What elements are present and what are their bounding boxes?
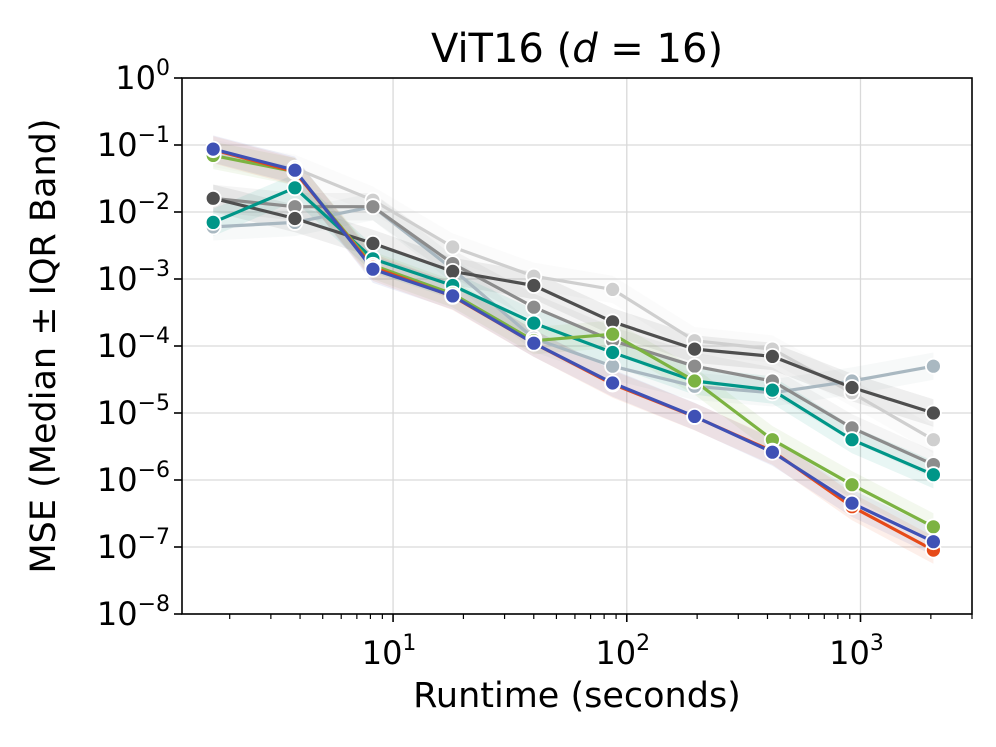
series-line-dark-gray (212, 196, 934, 415)
marker-dark-gray (843, 379, 861, 396)
y-axis-label: MSE (Median ± IQR Band) (24, 118, 64, 573)
y-tick-label: 10−4 (97, 324, 170, 365)
y-tick-label: 10−6 (97, 458, 170, 499)
marker-green (925, 518, 942, 536)
iqr-band-red (213, 136, 934, 564)
series-line-indigo (212, 147, 935, 544)
marker-dark-gray (686, 340, 703, 358)
marker-teal (604, 344, 621, 361)
y-tick-label: 10−7 (97, 525, 170, 566)
iqr-band-teal (213, 174, 934, 489)
y-tick-label: 10−8 (97, 592, 170, 633)
x-ticks: 101 102 103 (229, 614, 973, 672)
iqr-band-light-gray (213, 139, 934, 454)
iqr-band-indigo (213, 135, 934, 556)
marker-teal (204, 213, 222, 231)
marker-indigo (604, 374, 621, 392)
series-line-mid-gray (213, 196, 935, 467)
marker-teal (843, 431, 861, 449)
marker-light-gray (444, 238, 462, 256)
series-markers (204, 140, 942, 559)
marker-indigo (686, 407, 703, 425)
marker-mid-gray (525, 298, 543, 316)
iqr-band-green (213, 141, 934, 541)
marker-teal (925, 466, 942, 484)
marker-dark-gray (764, 347, 781, 365)
marker-teal (286, 179, 304, 197)
y-tick-label: 10−5 (97, 391, 170, 432)
marker-dark-gray (204, 189, 222, 207)
marker-light-gray (925, 431, 942, 449)
marker-indigo (444, 287, 462, 305)
marker-dark-gray (444, 262, 462, 280)
x-tick-label: 101 (362, 631, 417, 672)
marker-indigo (204, 140, 222, 158)
marker-dark-gray (286, 210, 304, 227)
marker-mid-gray (364, 198, 382, 216)
iqr-band-dark-gray (213, 184, 934, 427)
marker-green (843, 476, 861, 494)
series-lines (212, 147, 935, 552)
marker-indigo (525, 334, 543, 352)
iqr-band-mid-gray (213, 184, 934, 479)
y-tick-label: 10−1 (97, 123, 170, 164)
marker-slate (604, 357, 621, 375)
x-tick-label: 103 (829, 631, 884, 672)
y-ticks: 100 10−1 10−2 10−3 10−4 10−5 10−6 10−7 10−8 (97, 56, 182, 633)
chart-title: ViT16 (d = 16) (431, 26, 723, 72)
iqr-bands (213, 135, 934, 564)
marker-light-gray (604, 280, 621, 298)
y-tick-label: 100 (115, 56, 170, 97)
marker-indigo (286, 161, 304, 179)
marker-indigo (364, 260, 382, 278)
marker-indigo (843, 494, 861, 512)
marker-teal (764, 381, 781, 399)
y-tick-label: 10−3 (97, 257, 170, 298)
marker-teal (525, 314, 543, 332)
y-tick-label: 10−2 (97, 190, 170, 231)
marker-dark-gray (925, 404, 942, 422)
marker-indigo (764, 443, 781, 461)
marker-green (686, 372, 703, 390)
marker-dark-gray (364, 234, 382, 252)
x-tick-label: 102 (595, 631, 650, 672)
series-line-slate (213, 205, 934, 395)
marker-dark-gray (525, 277, 543, 294)
marker-slate (925, 357, 942, 375)
marker-mid-gray (686, 357, 703, 375)
x-axis-label: Runtime (seconds) (413, 676, 741, 716)
marker-indigo (925, 533, 942, 551)
marker-green (604, 325, 621, 343)
